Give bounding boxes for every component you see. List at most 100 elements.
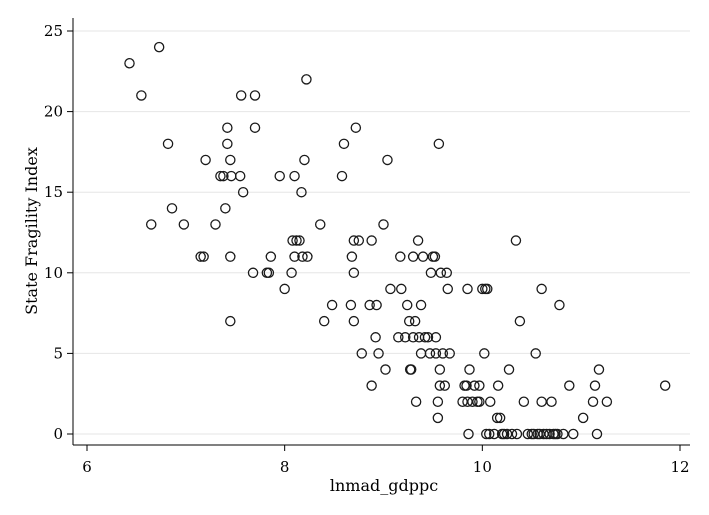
data-point <box>301 74 312 85</box>
data-point <box>544 428 555 440</box>
data-point <box>518 396 530 408</box>
data-point <box>469 380 480 391</box>
x-tick-label-8: 8 <box>280 458 290 476</box>
data-point <box>434 364 446 375</box>
y-tick-label-0: 0 <box>53 425 63 443</box>
data-point <box>538 428 549 440</box>
data-point <box>318 315 330 327</box>
x-tick-label-10: 10 <box>473 458 492 476</box>
data-point <box>396 283 407 295</box>
data-point <box>225 154 236 166</box>
data-point <box>279 283 290 295</box>
y-axis-title: State Fragility Index <box>22 147 41 315</box>
data-point <box>326 299 338 311</box>
y-tick-label-10: 10 <box>44 264 63 282</box>
data-point <box>289 251 300 262</box>
data-point <box>220 203 231 214</box>
data-point <box>124 57 135 69</box>
data-point <box>659 380 671 391</box>
data-point <box>511 428 523 440</box>
data-point <box>589 380 601 391</box>
data-point <box>462 396 473 408</box>
data-point <box>198 251 209 262</box>
data-point <box>215 170 226 182</box>
data-point <box>136 90 147 101</box>
data-point <box>302 251 313 262</box>
data-point <box>514 315 526 327</box>
data-point <box>366 380 377 391</box>
data-point <box>441 267 453 279</box>
data-point <box>464 364 475 375</box>
data-point <box>178 219 190 230</box>
data-point <box>587 396 599 408</box>
data-point <box>145 219 157 230</box>
data-point <box>336 170 348 182</box>
data-point <box>405 364 417 375</box>
y-tick-label-25: 25 <box>44 22 63 40</box>
data-point <box>484 428 495 440</box>
data-point <box>225 251 236 262</box>
data-point <box>153 41 165 53</box>
data-point <box>432 412 444 424</box>
data-point <box>346 251 358 262</box>
data-point <box>435 267 447 279</box>
data-point <box>399 332 411 343</box>
data-point <box>371 299 382 311</box>
data-point <box>481 428 492 440</box>
data-point <box>457 396 468 408</box>
data-point <box>593 364 605 375</box>
data-point <box>461 380 472 391</box>
data-point <box>222 138 233 150</box>
data-point <box>467 396 478 408</box>
data-point <box>432 396 444 408</box>
y-tick-label-15: 15 <box>44 183 63 201</box>
data-point <box>274 170 285 182</box>
data-point <box>297 251 308 262</box>
data-point <box>425 267 437 279</box>
data-point <box>477 283 488 295</box>
data-point <box>437 348 449 359</box>
data-point <box>237 186 249 198</box>
data-point <box>291 235 302 246</box>
data-point <box>482 283 493 295</box>
data-point <box>382 154 393 166</box>
data-point <box>536 283 547 295</box>
data-point <box>546 396 557 408</box>
data-point <box>348 267 360 279</box>
data-point <box>314 219 326 230</box>
data-point <box>366 235 377 246</box>
data-point <box>424 348 436 359</box>
data-point <box>536 396 547 408</box>
data-point <box>484 396 496 408</box>
data-point <box>218 170 229 182</box>
data-point <box>353 235 365 246</box>
data-point <box>564 380 575 391</box>
data-point <box>434 380 446 391</box>
data-point <box>433 138 445 150</box>
data-point <box>289 170 300 182</box>
data-point <box>162 138 174 150</box>
data-point <box>601 396 613 408</box>
data-point <box>558 428 569 440</box>
data-point <box>417 251 429 262</box>
data-point <box>401 299 413 311</box>
data-point <box>378 219 389 230</box>
data-point <box>492 380 504 391</box>
data-point <box>474 396 485 408</box>
y-tick-label-20: 20 <box>44 103 63 121</box>
data-point <box>294 235 305 246</box>
data-point <box>429 251 441 262</box>
data-point <box>534 428 545 440</box>
data-point <box>395 251 406 262</box>
data-point <box>385 283 396 295</box>
data-point <box>299 154 310 166</box>
data-point <box>506 428 518 440</box>
data-point <box>407 251 419 262</box>
data-point <box>501 428 513 440</box>
data-point <box>463 428 474 440</box>
data-point <box>200 154 211 166</box>
data-point <box>577 412 589 424</box>
data-point <box>265 251 277 262</box>
data-point <box>364 299 375 311</box>
